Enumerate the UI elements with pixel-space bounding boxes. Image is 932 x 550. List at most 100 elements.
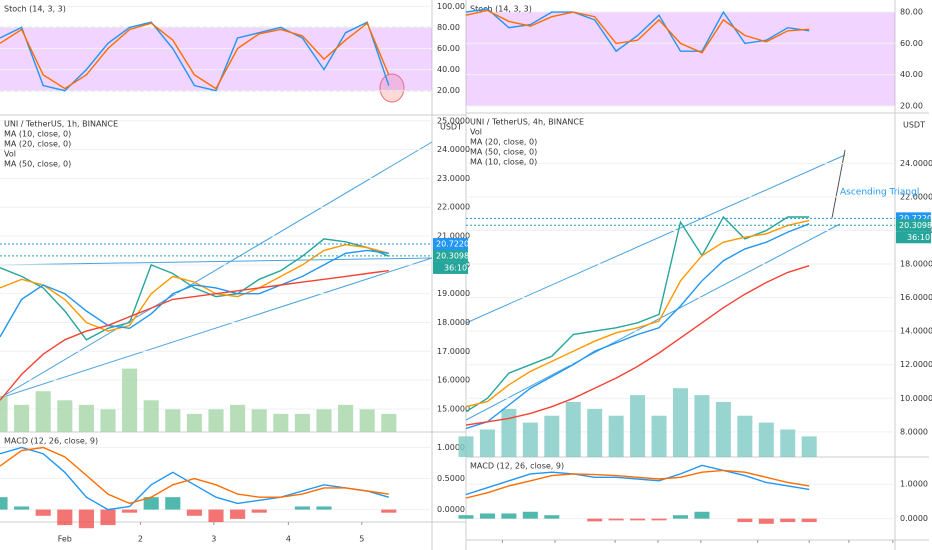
volume-bar <box>630 395 646 457</box>
volume-bar <box>737 415 753 457</box>
y-tick-label: 14.0000 <box>900 327 932 336</box>
volume-bar <box>381 413 397 432</box>
volume-bar <box>186 413 202 432</box>
y-tick-label: 40.00 <box>900 70 923 79</box>
volume-bar <box>208 409 224 432</box>
volume-bar <box>501 408 517 457</box>
x-tick-label: 3 <box>211 535 216 544</box>
histogram-bar <box>479 513 495 519</box>
series-line <box>0 446 389 511</box>
price-label: 20.3098 <box>436 251 469 260</box>
volume-bar <box>0 395 8 432</box>
histogram-bar <box>14 506 30 510</box>
series-line <box>0 269 389 401</box>
histogram-bar <box>522 511 538 519</box>
y-tick-label: 1.0000 <box>437 443 465 452</box>
highlight-circle <box>379 73 405 103</box>
volume-bar <box>14 404 30 432</box>
volume-bar <box>715 401 731 457</box>
y-tick-label: 19.0000 <box>437 289 470 298</box>
histogram-bar <box>694 511 710 519</box>
histogram-bar <box>57 509 73 526</box>
legend-entry: MA (50, close, 0) <box>470 148 537 157</box>
y-tick-label: 16.0000 <box>900 293 932 302</box>
pane-title: Stoch (14, 3, 3) <box>470 5 532 14</box>
volume-bar <box>672 388 689 457</box>
series-line <box>465 469 810 499</box>
trend-line <box>0 257 433 399</box>
histogram-bar <box>801 518 817 523</box>
trend-line <box>465 154 846 324</box>
price-label-box <box>433 249 468 262</box>
legend-entry: Vol <box>4 150 16 159</box>
volume-bar <box>479 429 495 457</box>
histogram-bar <box>100 509 116 526</box>
series-line <box>465 9 810 54</box>
volume-bar <box>608 415 624 457</box>
histogram-bar <box>501 513 517 519</box>
volume-bar <box>122 368 138 432</box>
histogram-bar <box>35 509 51 516</box>
x-tick-label: 4 <box>286 535 291 544</box>
y-tick-label: 20.00 <box>437 86 460 95</box>
histogram-bar <box>651 518 667 521</box>
countdown: 36:10 <box>907 233 930 242</box>
y-tick-label: 20.00 <box>900 101 923 110</box>
series-line <box>465 8 810 53</box>
legend-entry: Vol <box>470 128 482 137</box>
histogram-bar <box>316 506 332 510</box>
pane-title: UNI / TetherUS, 4h, BINANCE <box>470 118 584 127</box>
y-tick-label: 80.00 <box>437 23 460 32</box>
y-tick-label: 0.5000 <box>437 474 465 483</box>
stoch-band <box>466 12 895 106</box>
price-label: 20.7220 <box>899 214 932 223</box>
series-line <box>465 223 810 430</box>
series-line <box>465 265 810 426</box>
series-line <box>0 249 389 338</box>
y-tick-label: 8.0000 <box>900 427 928 436</box>
volume-bar <box>273 413 289 432</box>
volume-bar <box>57 400 73 432</box>
volume-bar <box>251 409 267 432</box>
price-label-box <box>896 219 931 232</box>
countdown: 36:10 <box>444 263 467 272</box>
volume-bar <box>694 395 710 457</box>
series-line <box>0 238 390 341</box>
histogram-bar <box>608 518 624 521</box>
histogram-bar <box>672 515 689 519</box>
volume-bar <box>230 404 246 432</box>
countdown-box <box>433 261 468 274</box>
price-label-box <box>433 238 468 251</box>
y-tick-label: 18.0000 <box>437 318 470 327</box>
countdown-box <box>896 231 931 244</box>
volume-bar <box>359 409 375 432</box>
x-tick-label: Feb <box>58 535 72 544</box>
histogram-bar <box>381 509 397 513</box>
legend-entry: MA (20, close, 0) <box>470 138 537 147</box>
trend-line <box>0 141 433 399</box>
histogram-bar <box>587 518 603 522</box>
y-tick-label: 10.0000 <box>900 394 932 403</box>
histogram-bar <box>78 509 94 529</box>
histogram-bar <box>758 518 774 524</box>
y-tick-label: 22.0000 <box>437 203 470 212</box>
y-tick-label: 80.00 <box>900 8 923 17</box>
volume-bar <box>587 408 603 457</box>
series-line <box>0 22 390 90</box>
series-line <box>0 21 390 92</box>
y-tick-label: 60.00 <box>437 44 460 53</box>
histogram-bar <box>251 509 267 513</box>
price-label: 20.3098 <box>899 221 932 230</box>
y-tick-label: 100.00 <box>437 2 465 11</box>
series-line <box>0 243 389 332</box>
trend-line <box>465 223 841 421</box>
y-tick-label: 18.0000 <box>900 260 932 269</box>
volume-bar <box>316 409 332 432</box>
y-tick-label: 25.0000 <box>437 116 470 125</box>
histogram-bar <box>186 509 202 516</box>
series-line <box>0 446 389 505</box>
y-tick-label: 22.0000 <box>900 192 932 201</box>
volume-bar <box>294 413 310 432</box>
histogram-bar <box>294 506 310 510</box>
price-label: 20.7220 <box>436 240 469 249</box>
